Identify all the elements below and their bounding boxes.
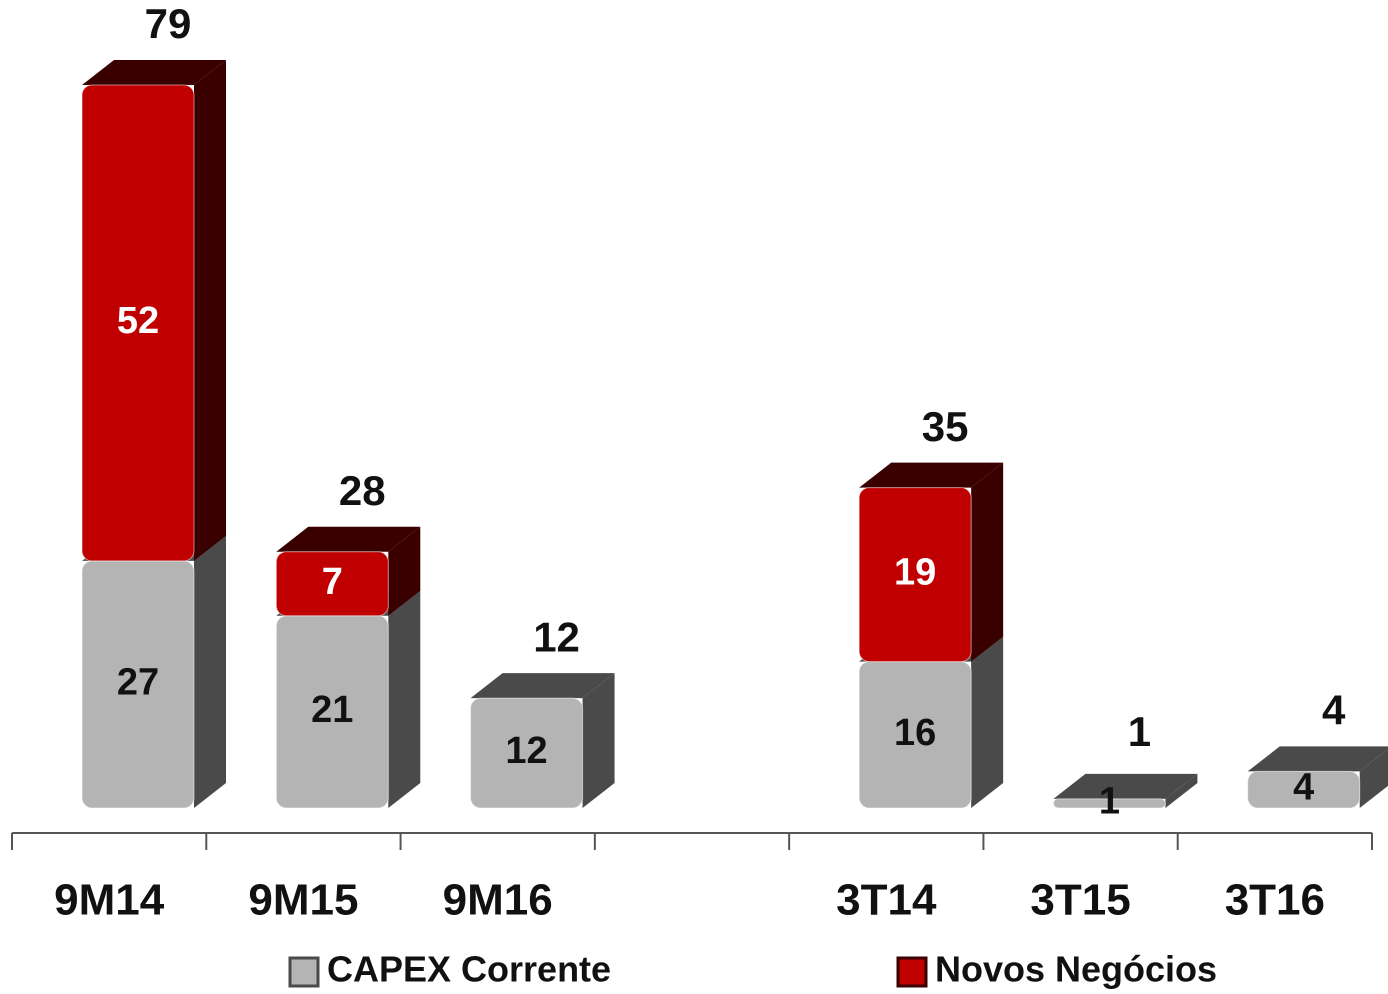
bar-segment	[81, 60, 226, 562]
value-label: 16	[894, 712, 936, 754]
total-label: 12	[533, 613, 580, 660]
bar-front	[470, 697, 584, 809]
legend-swatch	[896, 956, 928, 988]
bar-top	[470, 673, 615, 699]
bar-side	[194, 535, 226, 808]
total-label: 4	[1322, 686, 1346, 733]
bar-side	[582, 673, 615, 808]
x-tick-label: 3T14	[836, 876, 937, 925]
x-tick-label: 9M15	[248, 876, 358, 925]
bar-segment	[275, 526, 421, 617]
bar-side	[971, 636, 1004, 808]
bar-segment	[1052, 773, 1198, 809]
bar-segment	[858, 462, 1004, 663]
legend-label: Novos Negócios	[935, 949, 1217, 990]
value-label: 19	[894, 552, 936, 594]
bar-front	[1052, 798, 1166, 809]
x-tick-label: 9M14	[54, 876, 165, 925]
value-label: 52	[117, 300, 159, 342]
total-label: 1	[1128, 708, 1151, 755]
bar-side	[1165, 773, 1198, 808]
x-tick-label: 9M16	[443, 876, 553, 925]
bar-side	[388, 526, 421, 616]
bar-top	[82, 60, 226, 85]
x-tick-label: 3T15	[1030, 876, 1130, 925]
bar-side	[194, 60, 226, 561]
value-label: 12	[505, 730, 547, 772]
total-label: 35	[922, 403, 969, 450]
value-label: 4	[1293, 767, 1314, 809]
value-label: 7	[322, 561, 343, 603]
total-label: 28	[339, 467, 386, 514]
value-label: 27	[117, 661, 159, 703]
bar-top	[1247, 746, 1388, 772]
value-label: 1	[1099, 780, 1120, 822]
bar-top	[859, 462, 1004, 488]
bar-front	[275, 551, 389, 617]
bar-side	[388, 590, 421, 808]
x-tick-label: 3T16	[1225, 876, 1325, 925]
bar-front	[81, 84, 195, 562]
legend-swatch	[288, 956, 320, 988]
bar-side	[971, 462, 1004, 662]
bar-top	[276, 526, 421, 552]
legend-label: CAPEX Corrente	[327, 949, 611, 990]
bar-front	[1247, 770, 1361, 809]
bar-segment	[470, 673, 615, 809]
total-label: 79	[145, 0, 192, 47]
bar-segment	[1247, 746, 1388, 809]
bar-side	[1359, 749, 1388, 808]
bar-front	[858, 487, 972, 663]
bar-top	[1053, 773, 1198, 799]
value-label: 21	[311, 689, 353, 731]
